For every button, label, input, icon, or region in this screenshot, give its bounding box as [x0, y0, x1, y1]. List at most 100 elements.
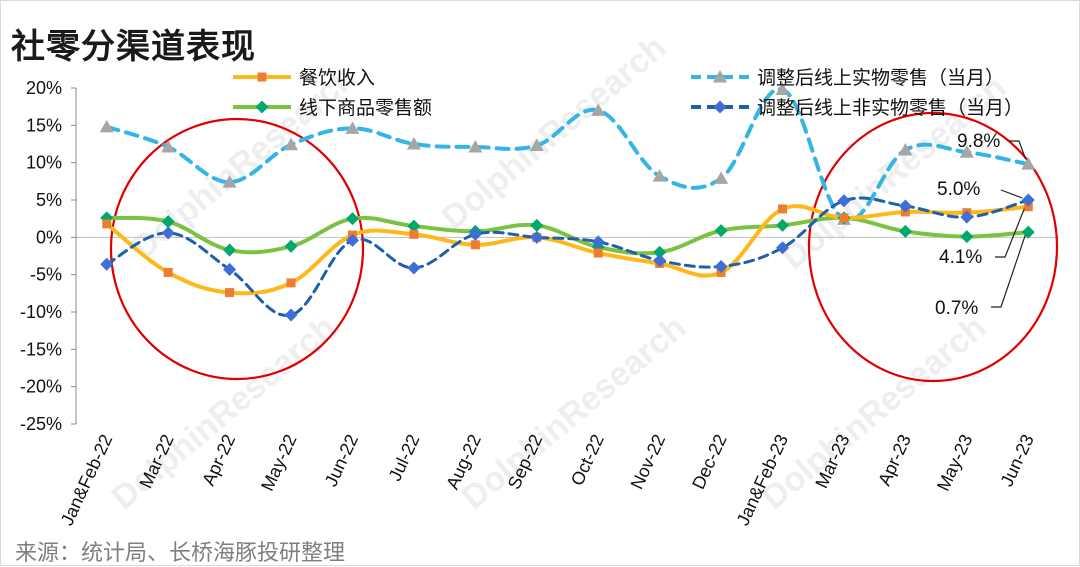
- y-tick-label: -20%: [20, 377, 62, 397]
- legend-label: 调整后线上实物零售（当月）: [757, 67, 1004, 89]
- y-tick-label: 5%: [36, 190, 62, 210]
- x-tick-label: Apr-23: [874, 431, 915, 488]
- data-point: [776, 241, 790, 255]
- series-line: [104, 204, 1031, 296]
- data-point: [1021, 193, 1035, 207]
- value-callouts: 9.8% 5.0% 4.1% 0.7%: [935, 131, 1026, 319]
- data-point: [161, 226, 175, 240]
- data-point: [1023, 202, 1033, 212]
- highlight-circles: [109, 111, 1059, 383]
- data-point: [163, 267, 173, 277]
- data-point: [99, 119, 114, 133]
- data-point: [529, 138, 544, 151]
- data-point: [407, 219, 421, 233]
- watermark-text: DolphinResearch: [455, 308, 694, 517]
- callout-leader: [1009, 140, 1026, 159]
- series-line: [105, 196, 1030, 317]
- x-tick-label: Jun-22: [321, 431, 362, 489]
- data-point: [591, 235, 605, 249]
- data-point: [284, 239, 298, 253]
- data-point: [959, 145, 974, 158]
- data-point: [468, 139, 483, 153]
- data-point: [225, 288, 235, 298]
- x-tick-label: Jul-22: [385, 431, 424, 484]
- data-point: [100, 257, 114, 271]
- data-point: [345, 212, 359, 226]
- data-point: [345, 233, 359, 247]
- legend-marker: [257, 72, 267, 82]
- x-tick-label: Dec-22: [688, 431, 731, 492]
- data-point: [1021, 225, 1035, 239]
- data-point: [775, 82, 790, 95]
- data-point: [222, 175, 237, 188]
- y-tick-label: 20%: [26, 78, 62, 98]
- y-tick-label: -5%: [30, 265, 62, 285]
- y-tick-label: 0%: [36, 227, 62, 247]
- y-tick-label: -25%: [20, 414, 62, 434]
- x-tick-label: Jun-23: [997, 431, 1038, 489]
- data-point: [530, 230, 544, 244]
- legend-marker: [255, 100, 269, 114]
- chart-title: 社零分渠道表现: [11, 27, 256, 67]
- highlight-circle-left: [109, 117, 365, 381]
- data-point: [776, 218, 790, 232]
- data-point: [409, 229, 419, 239]
- data-point: [468, 227, 482, 241]
- data-point: [653, 253, 667, 267]
- legend-marker: [713, 100, 727, 114]
- data-point: [284, 137, 299, 151]
- legend-label: 线下商品零售额: [299, 97, 432, 119]
- data-label: 5.0%: [937, 179, 980, 200]
- y-tick-label: 10%: [26, 153, 62, 173]
- data-point: [714, 259, 728, 273]
- data-point: [284, 308, 298, 322]
- data-point: [161, 215, 175, 229]
- data-point: [223, 262, 237, 276]
- series-lines: [104, 87, 1031, 317]
- y-tick-label: -15%: [20, 339, 62, 359]
- data-point: [898, 224, 912, 238]
- data-point: [960, 210, 974, 224]
- data-point: [406, 137, 421, 150]
- data-point: [530, 218, 544, 232]
- data-point: [714, 224, 728, 238]
- y-tick-label: 15%: [26, 115, 62, 135]
- data-label: 4.1%: [939, 247, 982, 268]
- data-point: [837, 194, 851, 208]
- data-point: [470, 240, 480, 250]
- data-point: [653, 245, 667, 259]
- x-tick-label: May-22: [257, 431, 300, 494]
- watermark-text: DolphinResearch: [125, 58, 364, 267]
- data-point: [407, 261, 421, 275]
- x-tick-label: Oct-22: [567, 431, 608, 488]
- data-point: [898, 199, 912, 213]
- data-point: [102, 219, 112, 229]
- data-point: [161, 139, 176, 153]
- y-tick-label: -10%: [20, 302, 62, 322]
- data-point: [652, 169, 667, 182]
- data-point: [898, 142, 913, 156]
- data-point: [286, 278, 296, 288]
- data-point: [591, 103, 606, 116]
- data-point: [960, 230, 974, 244]
- watermark-text: DolphinResearch: [435, 28, 674, 237]
- data-point: [714, 171, 729, 184]
- highlight-circle-right: [807, 111, 1059, 383]
- data-point: [345, 121, 360, 134]
- x-tick-label: Nov-22: [627, 431, 670, 492]
- data-point: [1021, 157, 1036, 170]
- data-point: [839, 213, 849, 223]
- callout-leader: [991, 234, 1026, 308]
- callout-leader: [1000, 189, 1023, 199]
- data-point: [778, 204, 788, 214]
- data-point: [593, 248, 603, 258]
- data-label: 9.8%: [957, 131, 1000, 152]
- data-label: 0.7%: [935, 298, 978, 319]
- callout-leader: [995, 208, 1025, 258]
- legend-label: 餐饮收入: [299, 67, 375, 89]
- legend-marker: [713, 70, 727, 83]
- data-point: [223, 243, 237, 257]
- source-note: 来源：统计局、长桥海豚投研整理: [15, 541, 346, 566]
